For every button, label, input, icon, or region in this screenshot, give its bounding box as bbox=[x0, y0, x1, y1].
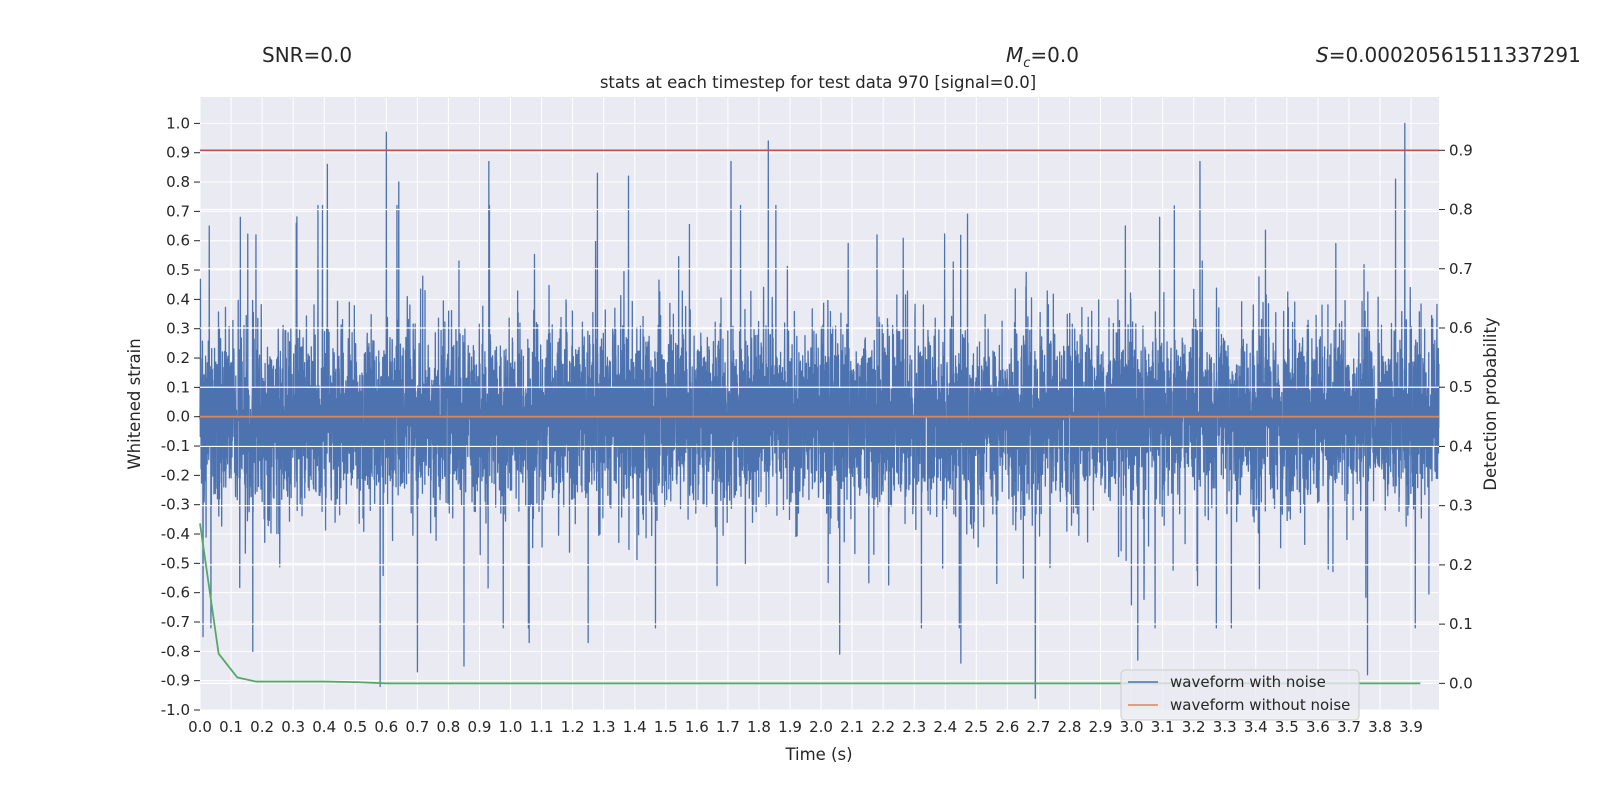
y-tick-label: 0.9 bbox=[166, 144, 190, 162]
y-tick-label: 0.5 bbox=[166, 261, 190, 279]
mc-subscript: c bbox=[1023, 56, 1030, 71]
x-tick-label: 2.6 bbox=[995, 718, 1019, 736]
x-tick-label: 0.0 bbox=[188, 718, 212, 736]
y-axis-label: Whitened strain bbox=[125, 338, 144, 469]
y-tick-label: -0.3 bbox=[161, 496, 190, 514]
x-tick-label: 1.0 bbox=[499, 718, 523, 736]
series-layer bbox=[199, 122, 1440, 699]
y-tick-label: 0.0 bbox=[166, 408, 190, 426]
y2-tick-label: 0.8 bbox=[1449, 201, 1473, 219]
y-tick-label: -0.6 bbox=[161, 584, 190, 602]
chirp-mass-annotation: Mc=0.0 bbox=[1006, 43, 1079, 71]
x-tick-label: 3.0 bbox=[1120, 718, 1144, 736]
x-tick-label: 3.6 bbox=[1306, 718, 1330, 736]
x-tick-label: 3.2 bbox=[1182, 718, 1206, 736]
mc-symbol: M bbox=[1006, 43, 1023, 67]
y-tick-label: 0.6 bbox=[166, 232, 190, 250]
y2-tick-label: 0.5 bbox=[1449, 378, 1473, 396]
x-tick-label: 0.9 bbox=[468, 718, 492, 736]
x-tick-label: 0.7 bbox=[405, 718, 429, 736]
y2-tick-label: 0.3 bbox=[1449, 497, 1473, 515]
x-tick-label: 2.4 bbox=[933, 718, 957, 736]
x-tick-label: 3.3 bbox=[1213, 718, 1237, 736]
x-tick-label: 1.2 bbox=[561, 718, 585, 736]
x-tick-label: 3.9 bbox=[1399, 718, 1423, 736]
y-tick-label: 0.2 bbox=[166, 349, 190, 367]
x-tick-label: 1.5 bbox=[654, 718, 678, 736]
y-tick-label: -1.0 bbox=[161, 701, 190, 719]
x-tick-label: 0.5 bbox=[343, 718, 367, 736]
x-tick-label: 2.1 bbox=[840, 718, 864, 736]
axis-ticks: 0.0 0.1 0.2 0.3 0.4 0.5 0.6 0.7 0.8 0.9 1.0 1.1 1.2 1… bbox=[161, 114, 1473, 736]
x-tick-label: 1.8 bbox=[747, 718, 771, 736]
x-tick-label: 3.7 bbox=[1337, 718, 1361, 736]
x-tick-label: 3.8 bbox=[1368, 718, 1392, 736]
x-tick-label: 3.1 bbox=[1151, 718, 1175, 736]
y-tick-label: 0.4 bbox=[166, 290, 190, 308]
x-tick-label: 1.1 bbox=[530, 718, 554, 736]
x-tick-label: 1.7 bbox=[716, 718, 740, 736]
x-tick-label: 0.4 bbox=[312, 718, 336, 736]
y2-axis-label: Detection probability bbox=[1481, 317, 1500, 491]
y-tick-label: -0.5 bbox=[161, 554, 190, 572]
y2-tick-label: 0.4 bbox=[1449, 437, 1473, 455]
mc-value: =0.0 bbox=[1030, 43, 1079, 67]
y-tick-label: 0.8 bbox=[166, 173, 190, 191]
x-tick-label: 0.8 bbox=[436, 718, 460, 736]
x-tick-label: 0.6 bbox=[374, 718, 398, 736]
x-tick-label: 2.9 bbox=[1089, 718, 1113, 736]
y-tick-label: -0.9 bbox=[161, 672, 190, 690]
y-tick-label: -0.4 bbox=[161, 525, 190, 543]
snr-annotation: SNR=0.0 bbox=[262, 43, 352, 67]
detection-probability-line bbox=[199, 523, 1421, 685]
x-tick-label: 0.2 bbox=[250, 718, 274, 736]
x-tick-label: 0.1 bbox=[219, 718, 243, 736]
x-tick-label: 1.4 bbox=[623, 718, 647, 736]
x-tick-label: 2.2 bbox=[871, 718, 895, 736]
x-tick-label: 3.4 bbox=[1244, 718, 1268, 736]
s-annotation: S=0.00020561511337291 bbox=[1316, 43, 1581, 67]
chart-title: stats at each timestep for test data 970… bbox=[600, 73, 1036, 92]
y-tick-label: 0.3 bbox=[166, 320, 190, 338]
y-tick-label: 0.1 bbox=[166, 378, 190, 396]
legend-label-clean: waveform without noise bbox=[1170, 696, 1350, 714]
y2-tick-label: 0.2 bbox=[1449, 556, 1473, 574]
legend-label-noise: waveform with noise bbox=[1170, 673, 1326, 691]
x-axis-label: Time (s) bbox=[784, 745, 852, 764]
y2-tick-label: 0.7 bbox=[1449, 260, 1473, 278]
x-tick-label: 1.3 bbox=[592, 718, 616, 736]
y-tick-label: -0.2 bbox=[161, 466, 190, 484]
noise-waveform-line bbox=[199, 122, 1440, 699]
y-tick-label: 1.0 bbox=[166, 114, 190, 132]
y-tick-label: -0.7 bbox=[161, 613, 190, 631]
y2-tick-label: 0.6 bbox=[1449, 319, 1473, 337]
y2-tick-label: 0.9 bbox=[1449, 141, 1473, 159]
legend: waveform with noise waveform without noi… bbox=[1120, 669, 1360, 721]
legend-box bbox=[1120, 669, 1360, 721]
x-tick-label: 3.5 bbox=[1275, 718, 1299, 736]
x-tick-label: 2.7 bbox=[1026, 718, 1050, 736]
y2-tick-label: 0.0 bbox=[1449, 674, 1473, 692]
y-tick-label: -0.8 bbox=[161, 642, 190, 660]
x-tick-label: 2.3 bbox=[902, 718, 926, 736]
y2-tick-label: 0.1 bbox=[1449, 615, 1473, 633]
x-tick-label: 0.3 bbox=[281, 718, 305, 736]
x-tick-label: 2.8 bbox=[1058, 718, 1082, 736]
s-symbol: S bbox=[1316, 43, 1329, 67]
x-tick-label: 1.9 bbox=[778, 718, 802, 736]
y-tick-label: -0.1 bbox=[161, 437, 190, 455]
x-tick-label: 2.5 bbox=[964, 718, 988, 736]
s-value: =0.00020561511337291 bbox=[1329, 43, 1581, 67]
y-tick-label: 0.7 bbox=[166, 202, 190, 220]
x-tick-label: 2.0 bbox=[809, 718, 833, 736]
x-tick-label: 1.6 bbox=[685, 718, 709, 736]
